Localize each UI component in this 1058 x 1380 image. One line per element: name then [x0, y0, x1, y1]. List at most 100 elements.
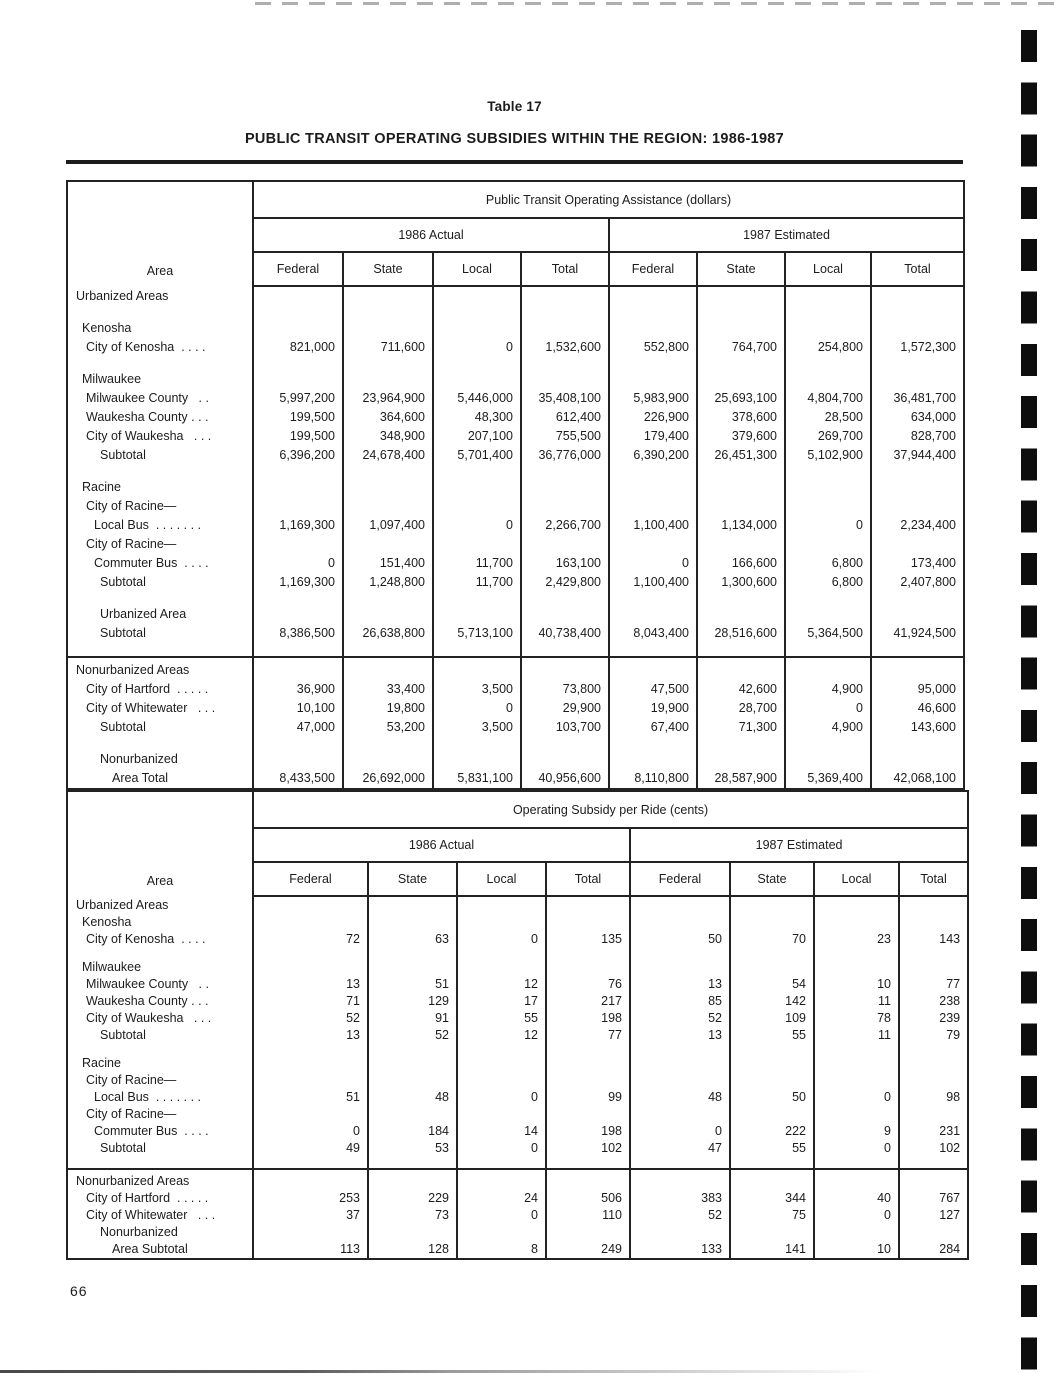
row-label: Waukesha County . . .: [86, 994, 209, 1009]
value-cell: 634,000: [870, 408, 964, 427]
value-cell: 0: [784, 516, 871, 535]
value-cell: 5,983,900: [608, 389, 697, 408]
value-cell: [897, 896, 969, 914]
value-cell: [729, 1224, 814, 1241]
value-cell: 110: [545, 1207, 630, 1224]
value-cell: 764,700: [696, 338, 785, 357]
row-label: Urbanized Areas: [76, 897, 169, 912]
value-cell: 42,600: [696, 680, 785, 699]
value-cell: 1,572,300: [870, 338, 964, 357]
value-cell: 11: [813, 1027, 899, 1044]
value-cell: 14: [456, 1123, 546, 1140]
table-row: Subtotal 8,386,500 26,638,800 5,713,100 40,7…: [67, 624, 964, 643]
value-cell: [456, 1224, 546, 1241]
value-cell: [608, 370, 697, 389]
value-cell: [342, 643, 433, 658]
value-cell: [252, 370, 343, 389]
value-cell: [432, 286, 521, 306]
value-cell: [456, 959, 546, 976]
value-cell: 179,400: [608, 427, 697, 446]
value-cell: 173,400: [870, 554, 964, 573]
column-header: Local: [813, 862, 899, 897]
value-cell: 379,600: [696, 427, 785, 446]
value-cell: [784, 605, 871, 624]
row-label: City of Racine—: [86, 499, 177, 514]
spacer-row: [67, 643, 964, 658]
column-header: Federal: [252, 252, 343, 287]
value-cell: 0: [813, 1140, 899, 1157]
value-cell: 26,638,800: [342, 624, 433, 643]
value-cell: [432, 306, 521, 319]
value-cell: 6,800: [784, 554, 871, 573]
value-cell: [696, 643, 785, 658]
row-label: Urbanized Areas: [76, 288, 169, 303]
value-cell: [813, 959, 899, 976]
table-row: Urbanized Area: [67, 605, 964, 624]
value-cell: [813, 1055, 899, 1072]
value-cell: [608, 592, 697, 605]
value-cell: [813, 1072, 899, 1089]
value-cell: [252, 948, 368, 959]
value-cell: 99: [545, 1089, 630, 1106]
value-cell: 6,800: [784, 573, 871, 592]
value-cell: 239: [897, 1010, 969, 1027]
value-cell: [252, 465, 343, 478]
value-cell: 28,587,900: [696, 769, 785, 789]
table-row: City of Racine—: [67, 1072, 969, 1089]
value-cell: [784, 657, 871, 680]
row-label: Nonurbanized: [100, 752, 178, 767]
value-cell: 98: [897, 1089, 969, 1106]
value-cell: 184: [367, 1123, 457, 1140]
value-cell: [784, 592, 871, 605]
value-cell: 13: [629, 1027, 730, 1044]
row-label: Racine: [82, 480, 121, 495]
value-cell: [696, 592, 785, 605]
spacer-row: [67, 592, 964, 605]
table-row: Subtotal 49 53 0 102 47 55 0 102: [67, 1140, 969, 1157]
column-header: Local: [784, 252, 871, 287]
row-label: Subtotal: [100, 720, 146, 735]
value-cell: [520, 657, 609, 680]
value-cell: [456, 1072, 546, 1089]
value-cell: 1,532,600: [520, 338, 609, 357]
value-cell: 71,300: [696, 718, 785, 737]
value-cell: [252, 605, 343, 624]
column-header: Federal: [629, 862, 730, 897]
value-cell: 47: [629, 1140, 730, 1157]
value-cell: [252, 286, 343, 306]
value-cell: [252, 592, 343, 605]
value-cell: 0: [252, 554, 343, 573]
table-row: City of Racine—: [67, 535, 964, 554]
value-cell: 102: [897, 1140, 969, 1157]
value-cell: [784, 465, 871, 478]
value-cell: [252, 657, 343, 680]
table-row: Local Bus . . . . . . . 1,169,300 1,097,40…: [67, 516, 964, 535]
value-cell: 1,248,800: [342, 573, 433, 592]
value-cell: [545, 1157, 630, 1170]
value-cell: [432, 319, 521, 338]
group-header-1987: 1987 Estimated: [609, 218, 964, 253]
value-cell: [545, 914, 630, 931]
value-cell: [456, 1055, 546, 1072]
value-cell: 0: [432, 338, 521, 357]
table-span-header: Operating Subsidy per Ride (cents): [253, 791, 969, 829]
value-cell: [252, 1055, 368, 1072]
row-label: City of Waukesha . . .: [86, 429, 212, 444]
value-cell: 113: [252, 1241, 368, 1259]
column-header: Total: [870, 252, 964, 287]
table-row: City of Waukesha . . . 199,500 348,900 207,…: [67, 427, 964, 446]
value-cell: 26,692,000: [342, 769, 433, 789]
value-cell: 67,400: [608, 718, 697, 737]
table-row: Racine: [67, 478, 964, 497]
value-cell: [367, 1169, 457, 1190]
value-cell: 70: [729, 931, 814, 948]
table-row: City of Whitewater . . . 37 73 0 110 52 75 0 127: [67, 1207, 969, 1224]
value-cell: 151,400: [342, 554, 433, 573]
value-cell: 0: [784, 699, 871, 718]
value-cell: [432, 497, 521, 516]
value-cell: [696, 657, 785, 680]
value-cell: 79: [897, 1027, 969, 1044]
value-cell: 231: [897, 1123, 969, 1140]
value-cell: 5,713,100: [432, 624, 521, 643]
column-header: State: [696, 252, 785, 287]
